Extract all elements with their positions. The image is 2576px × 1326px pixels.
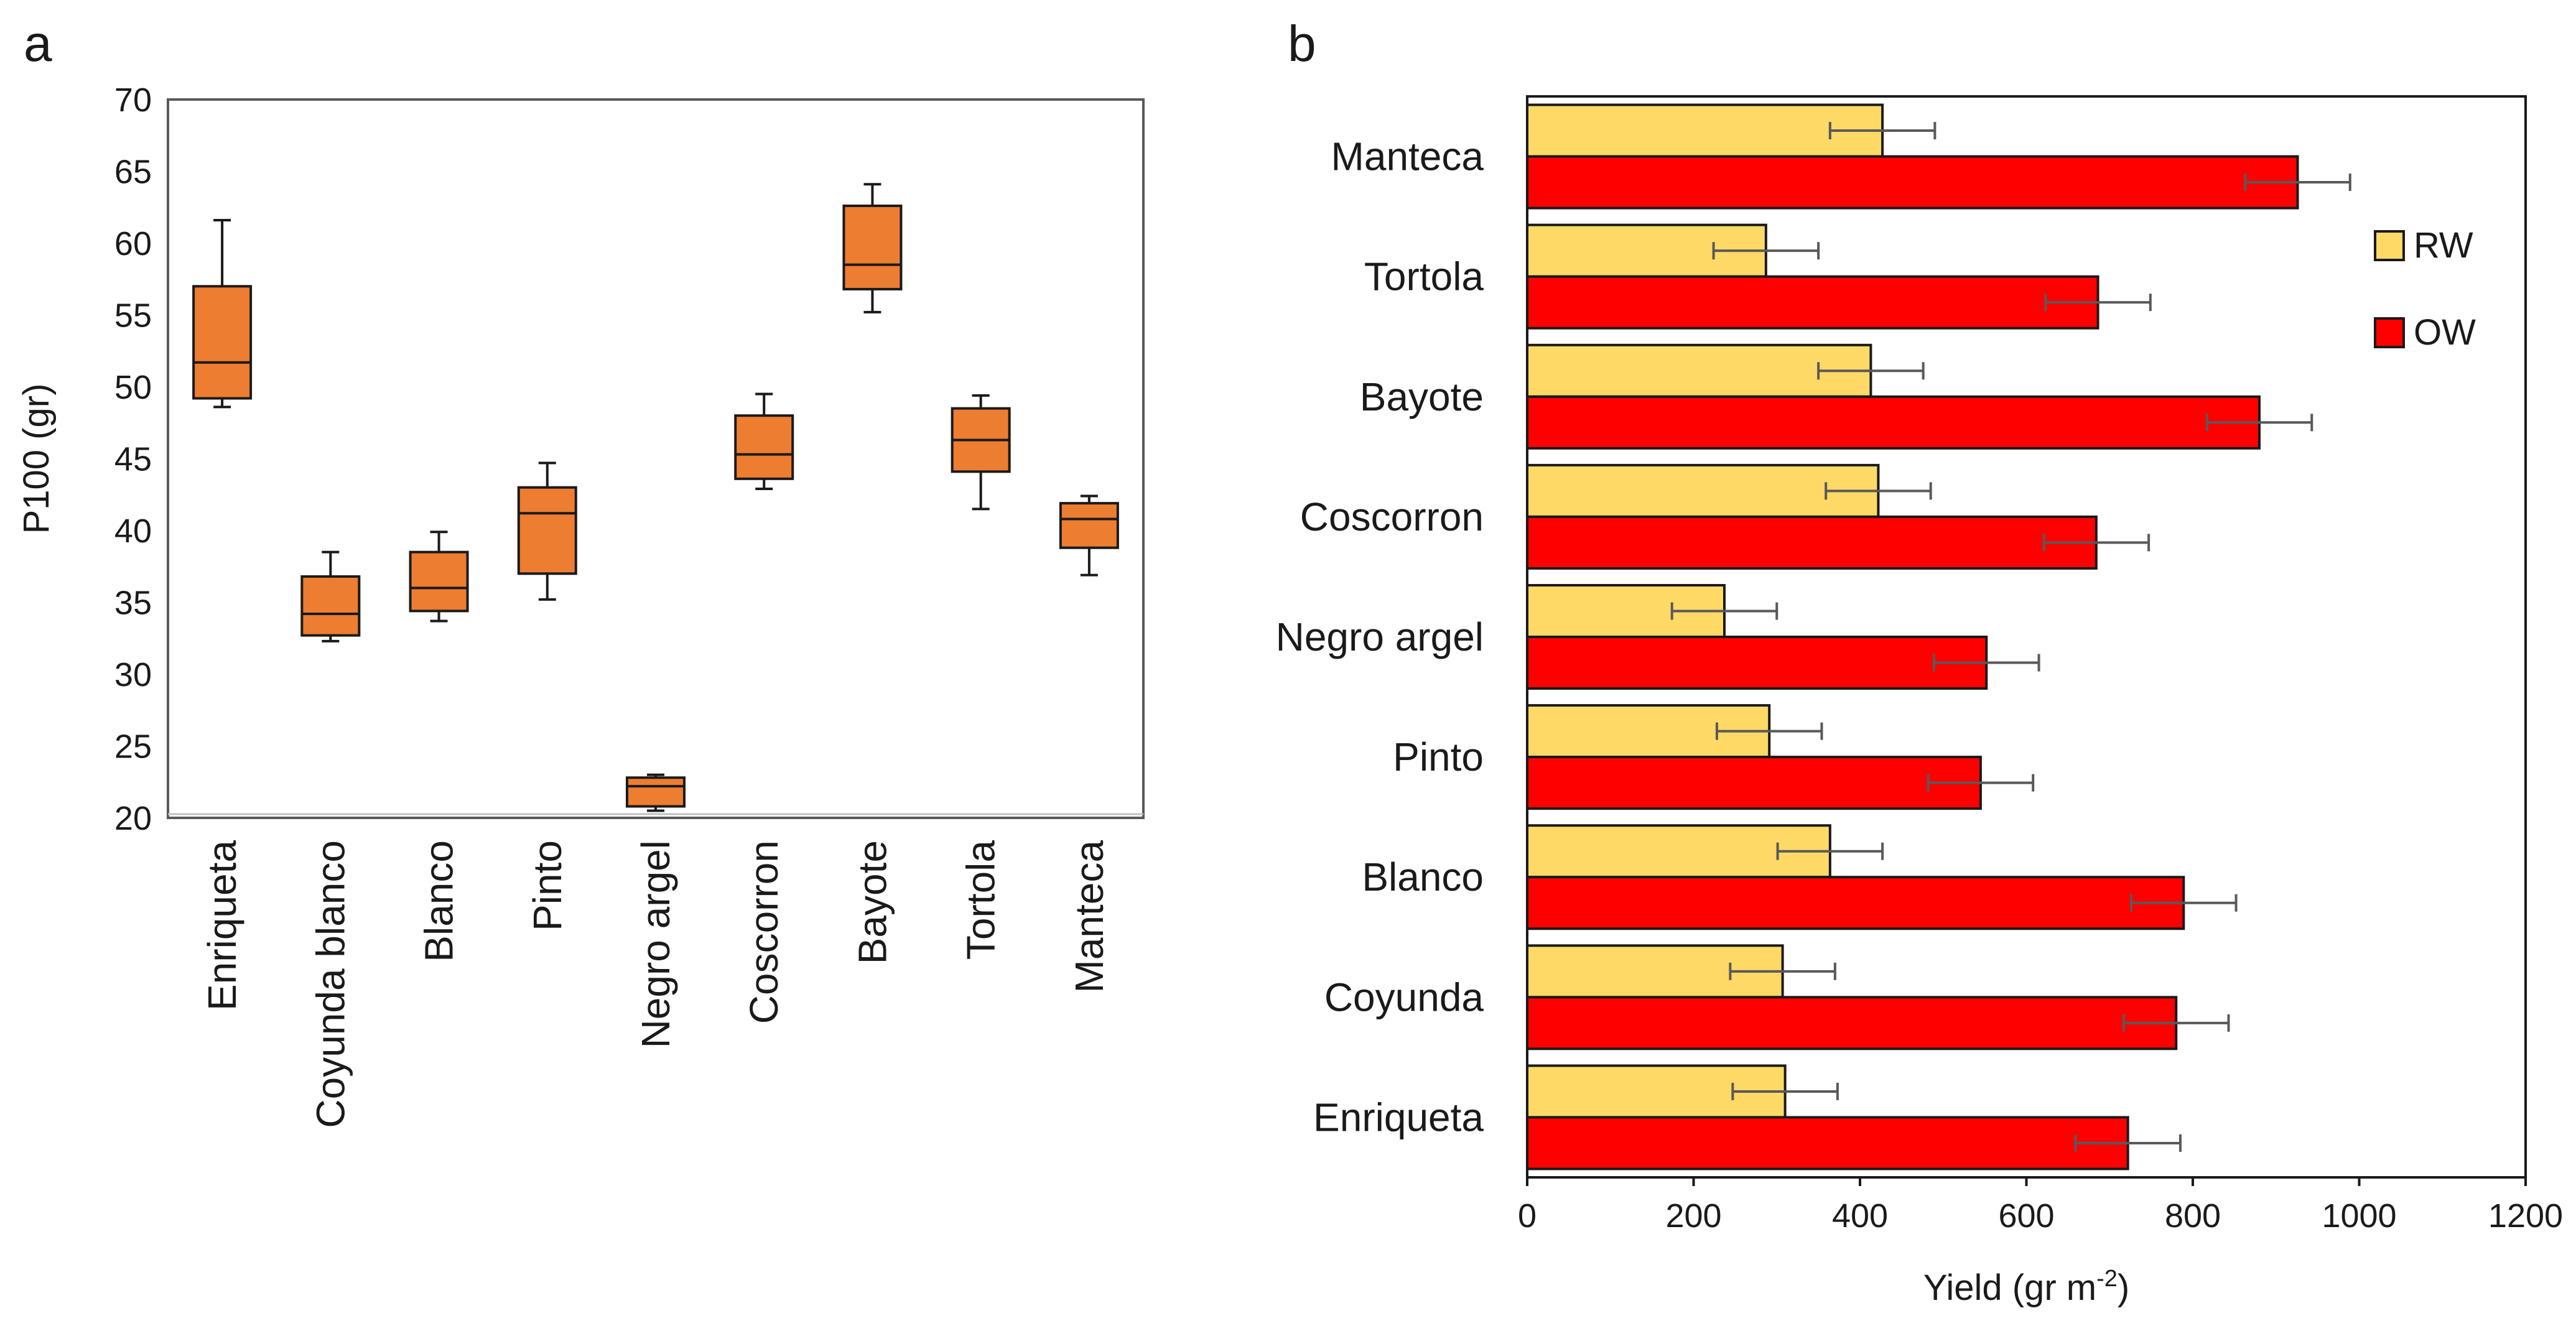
y-category-label: Tortola	[1364, 254, 1484, 299]
x-category-label: Bayote	[850, 840, 895, 964]
box-8	[1059, 502, 1119, 549]
box-3	[517, 486, 577, 575]
y-tick-label: 35	[114, 585, 152, 622]
x-category-label: Coyunda blanco	[308, 840, 353, 1128]
x-category-label: Tortola	[959, 840, 1003, 960]
y-category-label: Enriqueta	[1313, 1095, 1484, 1139]
box-0	[192, 285, 253, 400]
panel-label-a: a	[24, 16, 52, 72]
ow-bar	[1526, 636, 1988, 690]
x-tick-label: 600	[1998, 1197, 2054, 1235]
legend-label-rw: RW	[2414, 225, 2473, 266]
y-tick-label: 25	[114, 728, 152, 766]
y-tick-label: 55	[114, 297, 152, 335]
ow-bar	[1526, 996, 2178, 1050]
x-axis-label: Yield (gr m-2)	[1923, 1266, 2129, 1308]
y-tick-label: 65	[114, 154, 152, 191]
panel-label-b: b	[1288, 16, 1316, 72]
x-tick-label: 0	[1518, 1197, 1537, 1235]
plot-frame-a	[167, 98, 1145, 819]
box-plot-p100: 20 25 30 35 40 45 50 55 60 65 70 P100 (gr) Enriqueta…	[16, 81, 1145, 1128]
y-category-label: Coscorron	[1300, 494, 1484, 539]
x-axis-label-exponent: -2	[2096, 1266, 2118, 1292]
y-tick-label: 40	[114, 512, 152, 550]
legend-label-ow: OW	[2414, 312, 2476, 353]
y-tick-label: 50	[114, 369, 152, 406]
ow-bar	[1526, 155, 2299, 210]
y-tick-label: 30	[114, 656, 152, 693]
yield-bar-chart: 0 200 400 600 800 1000 1200 Yield (gr m-2) Mante…	[1276, 95, 2563, 1308]
box-6	[842, 204, 903, 290]
y-category-label: Manteca	[1331, 134, 1484, 179]
x-category-label: Blanco	[417, 840, 462, 962]
ow-bar	[1526, 1116, 2129, 1171]
y-category-label: Blanco	[1362, 855, 1484, 899]
y-tick-label: 45	[114, 441, 152, 478]
rw-bar	[1526, 463, 1880, 518]
y-category-label: Pinto	[1393, 735, 1484, 779]
y-category-label: Negro argel	[1276, 614, 1484, 659]
x-category-label: Negro argel	[633, 840, 678, 1048]
x-tick-label: 1200	[2488, 1197, 2563, 1235]
ow-bar	[1526, 756, 1982, 810]
x-axis-label-main: Yield (gr m	[1923, 1268, 2096, 1308]
y-tick-label: 20	[114, 800, 152, 837]
y-tick-label: 60	[114, 225, 152, 262]
box-2	[409, 550, 469, 613]
ow-bar	[1526, 275, 2099, 330]
x-tick-label: 1000	[2322, 1197, 2396, 1235]
box-1	[300, 575, 361, 637]
x-tick-label: 400	[1832, 1197, 1888, 1235]
y-tick-label: 70	[114, 81, 152, 119]
box-4	[626, 776, 686, 808]
x-tick-label: 200	[1665, 1197, 1721, 1235]
x-tick-label: 800	[2165, 1197, 2221, 1235]
legend-swatch-rw	[2374, 230, 2405, 261]
y-category-label: Bayote	[1360, 374, 1484, 419]
x-axis-label-close: )	[2118, 1268, 2129, 1308]
x-category-label: Enriqueta	[200, 840, 244, 1011]
ow-bar	[1526, 876, 2185, 930]
x-category-label: Pinto	[525, 840, 570, 931]
box-5	[734, 414, 794, 480]
x-category-label: Coscorron	[742, 840, 786, 1024]
legend-swatch-ow	[2374, 317, 2405, 348]
y-axis-label: P100 (gr)	[16, 384, 57, 534]
y-category-label: Coyunda	[1324, 975, 1484, 1019]
ow-bar	[1526, 395, 2261, 450]
x-category-label: Manteca	[1067, 840, 1112, 993]
ow-bar	[1526, 515, 2098, 570]
